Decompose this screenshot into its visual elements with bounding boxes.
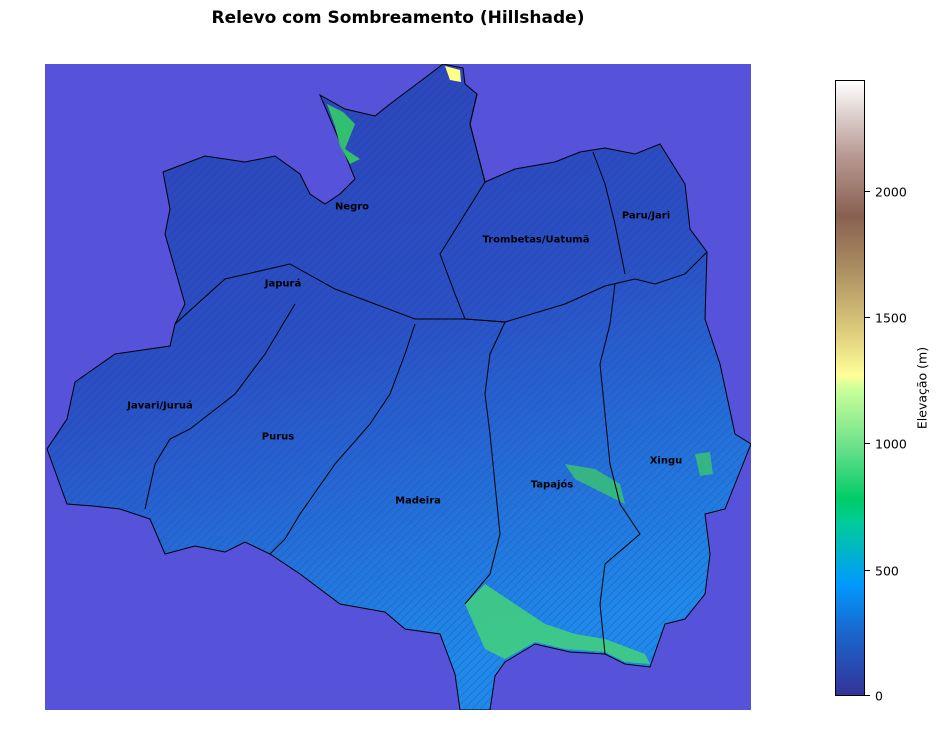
boundary-purus-madeira: [269, 323, 416, 555]
boundary-madeira-tapajos: [464, 321, 506, 605]
basin-label-xingu: Xingu: [649, 455, 683, 467]
colorbar-tick: [865, 570, 870, 571]
basin-label-japura: Japurá: [264, 278, 302, 290]
basin-label-javari: Javari/Juruá: [127, 400, 193, 412]
highland-xingu-east: [695, 452, 713, 476]
colorbar-tick: [865, 695, 870, 696]
boundary-negro-trombetas: [439, 93, 486, 320]
map-title: Relevo com Sombreamento (Hillshade): [211, 8, 585, 28]
highland-guiana-peak: [445, 66, 461, 82]
colorbar-tick: [865, 443, 870, 444]
hillshade-map: Negro Trombetas/Uatumã Paru/Jari Japurá …: [45, 64, 751, 710]
boundary-japura-south: [174, 263, 506, 325]
basin-label-purus: Purus: [261, 431, 295, 443]
colorbar-tick: [865, 191, 870, 192]
elevation-colorbar: [835, 80, 865, 696]
map-canvas: [46, 64, 751, 710]
basin-label-tapajos: Tapajós: [530, 479, 574, 491]
colorbar-tick-label: 1500: [875, 310, 907, 326]
basin-boundaries: [144, 93, 708, 655]
basin-label-madeira: Madeira: [395, 495, 441, 507]
boundary-trombetas-south: [464, 251, 708, 323]
boundary-javari-purus: [144, 303, 296, 510]
colorbar-tick-label: 1000: [875, 436, 907, 452]
boundary-tapajos-xingu: [599, 283, 641, 655]
colorbar-tick-label: 500: [875, 563, 899, 579]
colorbar-axis-label: Elevação (m): [914, 346, 930, 430]
colorbar-tick-label: 0: [875, 688, 883, 704]
basin-label-negro: Negro: [334, 201, 370, 213]
colorbar-tick-label: 2000: [875, 184, 907, 200]
boundary-paru-west: [592, 151, 626, 275]
basin-label-trombetas: Trombetas/Uatumã: [482, 234, 590, 246]
colorbar-tick: [865, 317, 870, 318]
highland-tapajos-east: [565, 464, 625, 504]
basin-label-paru: Paru/Jari: [621, 210, 671, 222]
terrain-texture: [47, 64, 751, 710]
highland-guiana-north: [327, 104, 360, 164]
